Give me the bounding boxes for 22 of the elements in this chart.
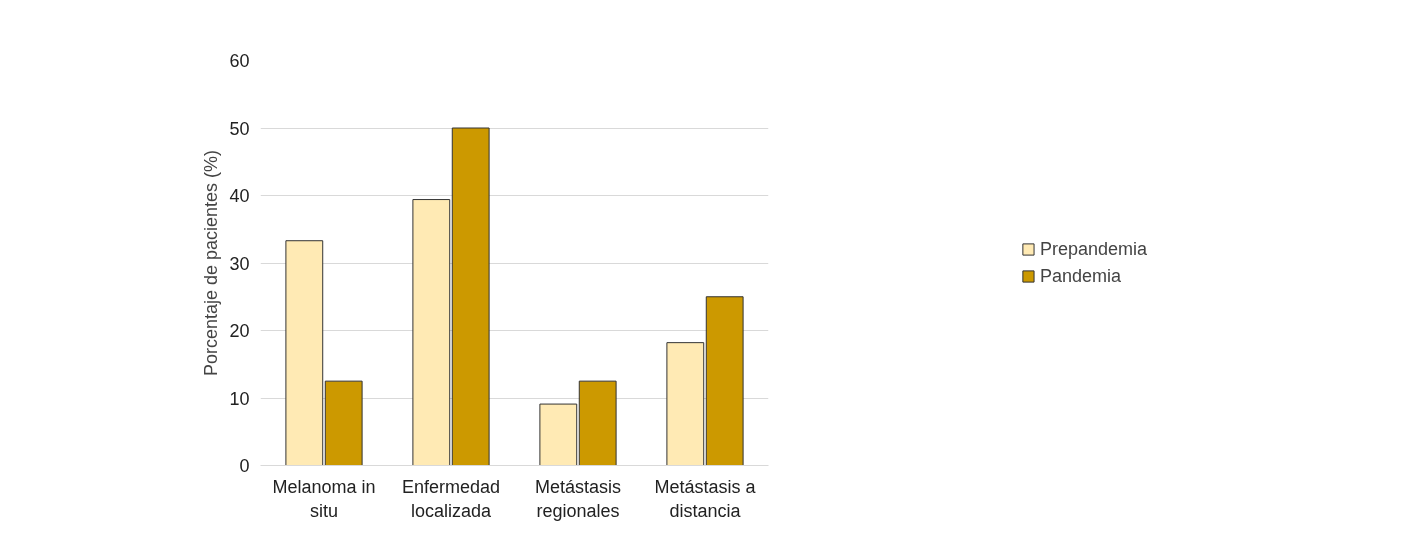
bar [539, 403, 578, 466]
bar [666, 342, 705, 466]
bar [451, 127, 490, 466]
bar [705, 296, 744, 466]
bar [412, 199, 451, 466]
y-tick-label: 10 [229, 388, 250, 409]
legend-label: Prepandemia [1039, 238, 1148, 260]
bar [578, 380, 617, 466]
bar [324, 380, 363, 466]
y-tick-label: 20 [229, 321, 250, 341]
x-tick-label: Metástasis regionales [534, 476, 622, 521]
y-tick-label: 30 [229, 253, 250, 274]
bar [285, 240, 324, 466]
x-tick-label: Melanoma in situ [272, 476, 376, 521]
x-tick-label: Enfermedad localizada [401, 476, 501, 521]
y-axis-title: Porcentaje de pacientes (%) [201, 149, 222, 377]
y-tick-label: 0 [239, 456, 250, 476]
y-tick-label: 40 [229, 186, 250, 206]
y-tick-label: 60 [229, 51, 250, 71]
x-tick-label: Metástasis a distancia [654, 476, 757, 521]
legend-label: Pandemia [1039, 265, 1122, 287]
y-tick-label: 50 [229, 118, 250, 139]
